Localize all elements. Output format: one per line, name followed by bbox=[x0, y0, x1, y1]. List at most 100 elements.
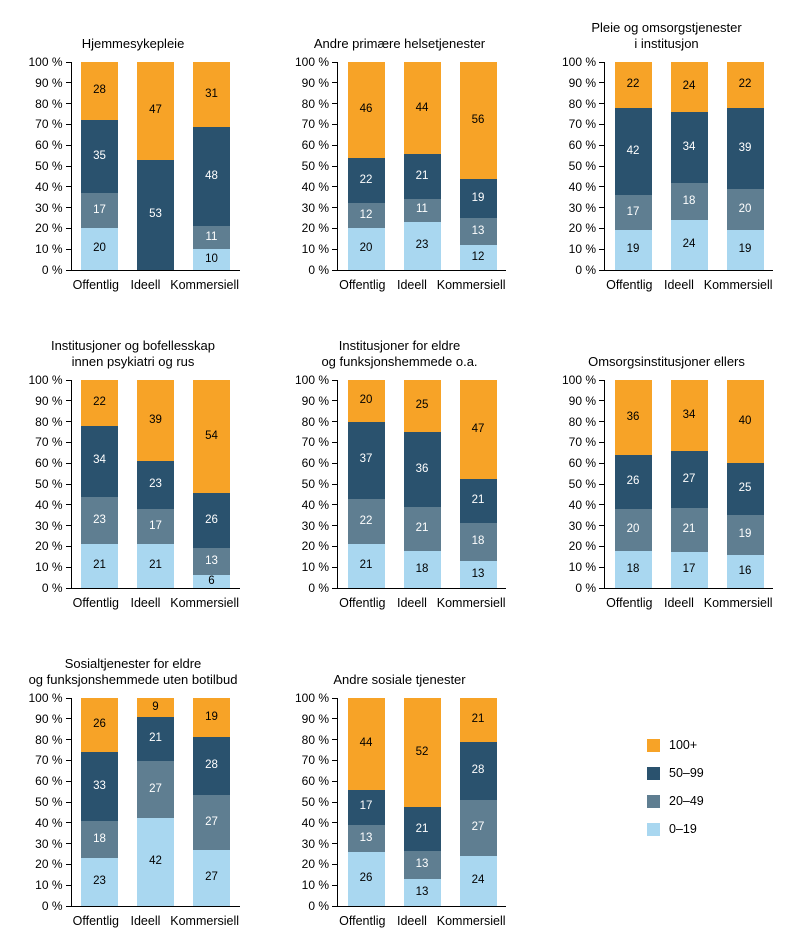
y-axis: 0 % 10 % 20 % 30 % 40 % 50 % 60 % 70 % 80 % 90 % 1… bbox=[293, 374, 337, 594]
legend-label: 100+ bbox=[669, 738, 698, 752]
y-axis: 0 % 10 % 20 % 30 % 40 % 50 % 60 % 70 % 80 % 90 % 1… bbox=[560, 374, 604, 594]
y-axis-tick bbox=[332, 483, 338, 485]
bar-slot: 21 23 34 22 bbox=[72, 380, 128, 588]
stacked-bar-kommersiell: 27 27 28 19 bbox=[193, 698, 230, 906]
y-tick-label: 100 % bbox=[294, 373, 329, 387]
y-axis-tick bbox=[332, 186, 338, 188]
stacked-bar-ideell: 13 13 21 52 bbox=[403, 698, 441, 906]
bar-segment: 17 bbox=[670, 552, 708, 588]
y-axis-tick bbox=[332, 759, 338, 761]
bar-segment: 23 bbox=[81, 858, 118, 906]
legend: 100+ 50–99 20–49 0–19 bbox=[533, 636, 800, 938]
y-axis: 0 % 10 % 20 % 30 % 40 % 50 % 60 % 70 % 80 % 90 % 1… bbox=[293, 692, 337, 912]
y-axis-tick bbox=[332, 822, 338, 824]
chart-psykiatri-og-rus: Institusjoner og bofellesskap innen psyk… bbox=[0, 318, 266, 636]
y-tick-label: 80 % bbox=[568, 96, 596, 111]
y-tick-label: 90 % bbox=[568, 75, 596, 90]
chart-plot-area: 0 % 10 % 20 % 30 % 40 % 50 % 60 % 70 % 80 % 90 % 1… bbox=[27, 374, 240, 594]
bar-segment: 19 bbox=[459, 178, 497, 219]
bar-segment: 35 bbox=[81, 120, 118, 194]
bar-segment: 26 bbox=[81, 698, 118, 753]
stacked-bar-ideell: 18 21 36 25 bbox=[403, 380, 441, 588]
x-category-label: Kommersiell bbox=[436, 278, 506, 292]
legend-item-0-19: 0–19 bbox=[647, 822, 800, 836]
y-axis-tick bbox=[599, 504, 605, 506]
y-tick-label: 40 % bbox=[35, 815, 63, 830]
chart-andre-primaere-helsetjenester: Andre primære helsetjenester 0 % 10 % 20 %… bbox=[266, 0, 533, 318]
bar-segment: 56 bbox=[459, 62, 497, 179]
legend-label: 0–19 bbox=[669, 822, 697, 836]
y-axis-tick bbox=[65, 207, 72, 209]
x-category-label: Ideell bbox=[396, 278, 427, 292]
stacked-bar-offentlig: 20 17 35 28 bbox=[81, 62, 118, 270]
bar-segment: 27 bbox=[459, 799, 497, 857]
y-tick-label: 40 % bbox=[301, 497, 329, 512]
stacked-bar-kommersiell: 16 19 25 40 bbox=[726, 380, 764, 588]
bar-segment: 21 bbox=[137, 544, 174, 588]
bar-segment: 23 bbox=[137, 461, 174, 509]
bar-segment: 46 bbox=[347, 62, 385, 158]
y-tick-label: 70 % bbox=[301, 753, 329, 768]
bar-segment: 47 bbox=[459, 380, 497, 479]
bar-segment: 13 bbox=[459, 560, 497, 588]
y-axis-tick bbox=[332, 587, 338, 589]
y-tick-label: 100 % bbox=[561, 55, 596, 69]
y-tick-label: 30 % bbox=[301, 200, 329, 215]
chart-andre-sosiale-tjenester: Andre sosiale tjenester 0 % 10 % 20 % 30 % 4… bbox=[266, 636, 533, 938]
y-axis-tick bbox=[332, 269, 338, 271]
x-category-label: Offentlig bbox=[339, 596, 386, 610]
y-tick-label: 100 % bbox=[28, 373, 63, 387]
legend-label: 50–99 bbox=[669, 766, 704, 780]
y-tick-label: 30 % bbox=[301, 836, 329, 851]
y-axis-tick bbox=[599, 227, 605, 229]
chart-plot-area: 0 % 10 % 20 % 30 % 40 % 50 % 60 % 70 % 80 % 90 % 1… bbox=[293, 56, 506, 276]
y-tick-label: 60 % bbox=[568, 456, 596, 471]
y-axis-tick bbox=[65, 718, 72, 720]
bar-slot: 17 21 27 34 bbox=[661, 380, 717, 588]
y-tick-label: 80 % bbox=[301, 96, 329, 111]
y-axis-tick bbox=[599, 123, 605, 125]
x-category-label: Kommersiell bbox=[170, 596, 240, 610]
bar-segment: 13 bbox=[403, 851, 441, 879]
bar-segment: 40 bbox=[726, 380, 764, 464]
bar-segment: 19 bbox=[726, 230, 764, 270]
y-axis-tick bbox=[332, 441, 338, 443]
bar-segment: 24 bbox=[670, 220, 708, 270]
bar-segment: 28 bbox=[459, 741, 497, 800]
x-category-label: Kommersiell bbox=[170, 914, 240, 928]
y-axis-tick bbox=[65, 780, 72, 782]
x-axis-labels: Offentlig Ideell Kommersiell bbox=[294, 907, 506, 928]
x-category-label: Kommersiell bbox=[703, 596, 773, 610]
y-axis-tick bbox=[599, 186, 605, 188]
y-tick-label: 70 % bbox=[301, 117, 329, 132]
bar-slot: 21 22 37 20 bbox=[338, 380, 394, 588]
bar-segment: 26 bbox=[193, 493, 230, 549]
y-axis-tick bbox=[65, 905, 72, 907]
y-axis-tick bbox=[599, 165, 605, 167]
y-axis-tick bbox=[65, 504, 72, 506]
bar-segment: 13 bbox=[347, 824, 385, 852]
y-axis-tick bbox=[332, 801, 338, 803]
y-tick-label: 40 % bbox=[35, 179, 63, 194]
x-category-label: Ideell bbox=[663, 596, 694, 610]
x-category-label: Ideell bbox=[396, 914, 427, 928]
y-tick-label: 30 % bbox=[35, 200, 63, 215]
y-tick-label: 0 % bbox=[308, 581, 329, 595]
bar-segment: 39 bbox=[726, 107, 764, 189]
bar-slot: 24 27 28 21 bbox=[450, 698, 506, 906]
y-axis-tick bbox=[65, 421, 72, 423]
y-tick-label: 50 % bbox=[35, 795, 63, 809]
y-tick-label: 0 % bbox=[308, 899, 329, 913]
x-axis-labels: Offentlig Ideell Kommersiell bbox=[27, 271, 239, 292]
bar-segment: 28 bbox=[81, 62, 118, 121]
y-axis-tick bbox=[65, 441, 72, 443]
y-axis-tick bbox=[332, 525, 338, 527]
y-tick-label: 10 % bbox=[301, 560, 329, 575]
y-axis-tick bbox=[65, 269, 72, 271]
y-tick-label: 50 % bbox=[568, 477, 596, 491]
bar-segment: 33 bbox=[81, 752, 118, 821]
y-axis-tick bbox=[332, 697, 338, 699]
x-category-label: Kommersiell bbox=[436, 914, 506, 928]
bar-segment: 9 bbox=[137, 698, 174, 717]
bar-slot: 20 12 22 46 bbox=[338, 62, 394, 270]
